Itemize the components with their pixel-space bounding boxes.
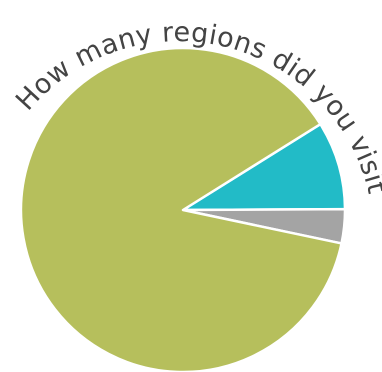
- pie-slice-1: [181, 122, 347, 212]
- pie-slices: [19, 46, 347, 372]
- pie-slice-3: [19, 46, 343, 372]
